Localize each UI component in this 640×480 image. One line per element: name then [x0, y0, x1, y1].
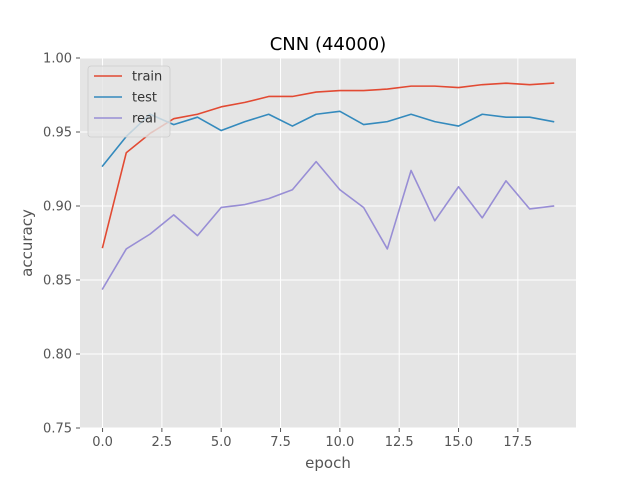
- x-tick-label: 15.0: [444, 435, 473, 450]
- legend-label-test: test: [132, 91, 157, 106]
- x-tick-label: 10.0: [325, 435, 354, 450]
- y-tick-label: 1.00: [43, 52, 72, 67]
- y-tick-label: 0.85: [43, 274, 72, 289]
- y-tick-label: 0.95: [43, 126, 72, 141]
- x-tick-label: 0.0: [92, 435, 113, 450]
- y-tick-label: 0.80: [43, 348, 72, 363]
- series-line-real: [101, 160, 555, 290]
- y-tick-label: 0.90: [43, 200, 72, 215]
- legend-label-train: train: [132, 70, 162, 85]
- x-tick-label: 17.5: [503, 435, 532, 450]
- x-tick-label: 2.5: [152, 435, 173, 450]
- legend: train test real: [87, 65, 171, 138]
- legend-box: [87, 65, 171, 138]
- x-axis-label: epoch: [305, 454, 351, 472]
- legend-label-real: real: [132, 112, 157, 127]
- x-tick-label: 12.5: [385, 435, 414, 450]
- y-axis-label: accuracy: [18, 209, 36, 277]
- series-line-test: [101, 110, 555, 168]
- chart-title: CNN (44000): [270, 34, 387, 55]
- series-line-train: [101, 82, 555, 249]
- y-tick-label: 0.75: [43, 422, 72, 437]
- series-lines: [101, 82, 555, 290]
- x-tick-label: 7.5: [270, 435, 291, 450]
- axis-ticks: 0.0 2.5 5.0 7.5 10.0 12.5 15.0 17.5 0.75 0.80 0.85…: [43, 52, 532, 451]
- x-tick-label: 5.0: [211, 435, 232, 450]
